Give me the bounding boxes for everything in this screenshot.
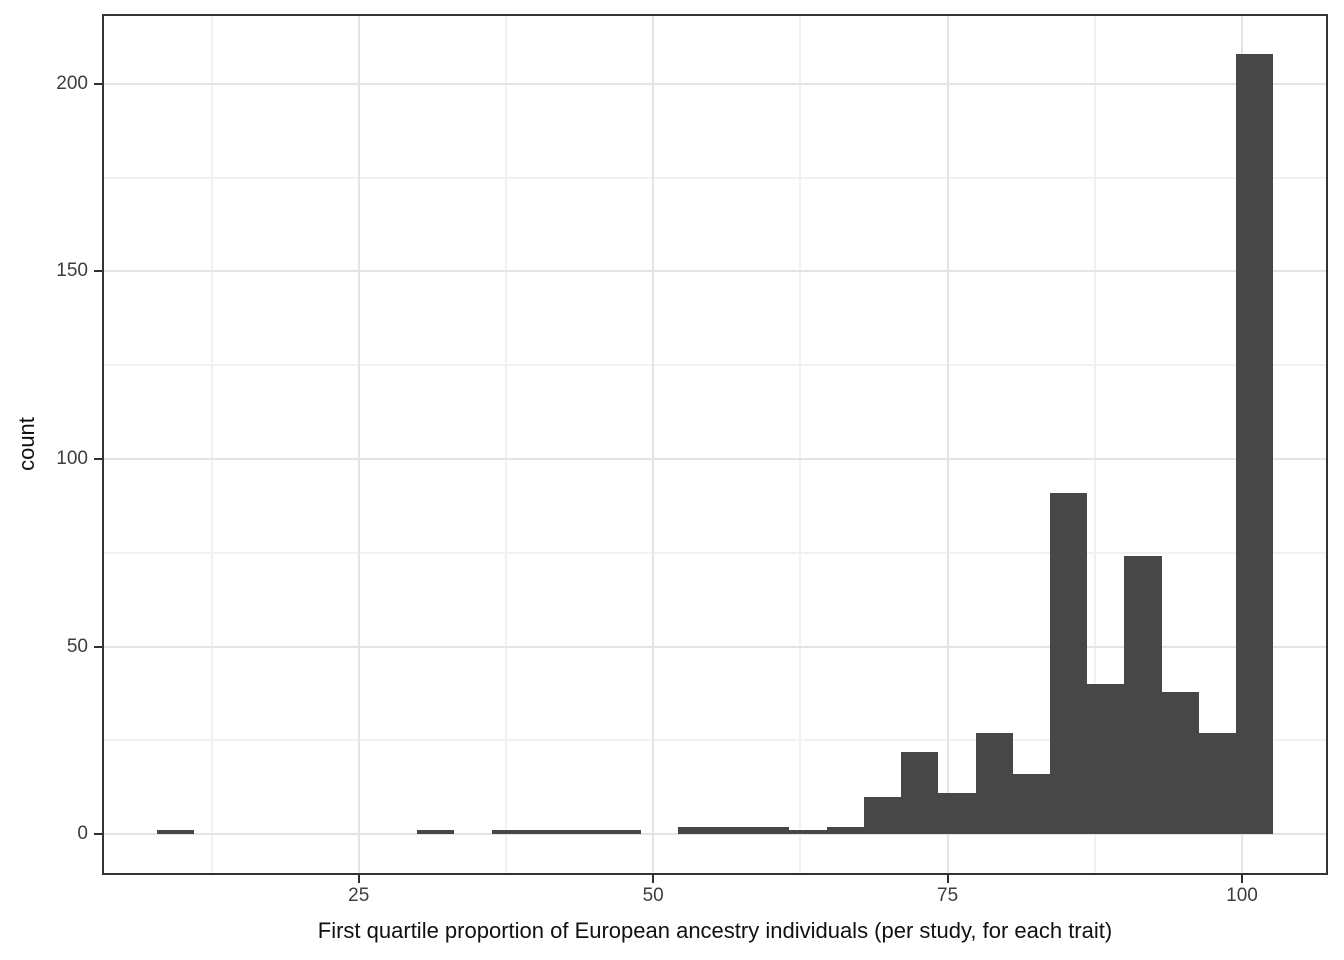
gridline-y-major bbox=[102, 270, 1328, 273]
histogram-bar bbox=[157, 830, 194, 835]
y-tick-label: 150 bbox=[56, 260, 88, 282]
x-tick-mark bbox=[357, 875, 360, 883]
gridline-y-minor bbox=[102, 176, 1328, 179]
histogram-bar bbox=[1124, 556, 1162, 835]
histogram-bar bbox=[901, 751, 938, 835]
y-tick-label: 100 bbox=[56, 447, 88, 469]
histogram-bar bbox=[603, 830, 641, 835]
x-tick-mark bbox=[1241, 875, 1244, 883]
y-tick-mark bbox=[94, 457, 102, 460]
y-axis-title: count bbox=[14, 417, 39, 471]
x-tick-label: 100 bbox=[1226, 885, 1258, 906]
histogram-bar bbox=[566, 830, 603, 835]
gridline-y-major bbox=[102, 457, 1328, 460]
histogram-bar bbox=[1087, 684, 1124, 835]
histogram-bar bbox=[492, 830, 529, 835]
histogram-bar bbox=[678, 826, 715, 835]
y-tick-mark bbox=[94, 645, 102, 648]
histogram-bar bbox=[715, 826, 752, 835]
histogram-bar bbox=[417, 830, 454, 835]
x-tick-mark bbox=[652, 875, 655, 883]
histogram-bar bbox=[529, 830, 566, 835]
y-tick-label: 0 bbox=[77, 823, 88, 845]
gridline-x-minor bbox=[799, 14, 802, 875]
gridline-x-minor bbox=[504, 14, 507, 875]
histogram-bar bbox=[976, 732, 1013, 835]
y-tick-mark bbox=[94, 82, 102, 85]
histogram-bar bbox=[1236, 53, 1273, 835]
gridline-x-major bbox=[946, 14, 949, 875]
y-tick-mark bbox=[94, 833, 102, 836]
x-tick-label: 50 bbox=[642, 885, 664, 906]
histogram-bar bbox=[1050, 492, 1087, 835]
histogram-bar bbox=[938, 792, 976, 835]
y-tick-label: 200 bbox=[56, 72, 88, 94]
gridline-x-minor bbox=[210, 14, 213, 875]
x-tick-label: 75 bbox=[937, 885, 959, 906]
plot-panel bbox=[102, 14, 1328, 875]
gridline-y-major bbox=[102, 82, 1328, 85]
y-tick-label: 50 bbox=[66, 635, 88, 657]
x-axis-title: First quartile proportion of European an… bbox=[317, 918, 1113, 943]
gridline-x-major bbox=[652, 14, 655, 875]
x-tick-label: 25 bbox=[348, 885, 370, 906]
histogram-bar bbox=[827, 826, 864, 835]
gridline-x-major bbox=[357, 14, 360, 875]
histogram-bar bbox=[789, 830, 827, 835]
gridline-y-major bbox=[102, 645, 1328, 648]
histogram-bar bbox=[864, 796, 901, 835]
gridline-y-major bbox=[102, 833, 1328, 836]
x-tick-mark bbox=[946, 875, 949, 883]
histogram-bar bbox=[1162, 691, 1199, 835]
histogram-bar bbox=[1199, 732, 1236, 835]
gridline-y-minor bbox=[102, 551, 1328, 554]
gridline-x-minor bbox=[1093, 14, 1096, 875]
y-tick-mark bbox=[94, 270, 102, 273]
gridline-y-minor bbox=[102, 739, 1328, 742]
gridline-y-minor bbox=[102, 364, 1328, 367]
histogram-bar bbox=[752, 826, 789, 835]
histogram-bar bbox=[1013, 774, 1050, 835]
